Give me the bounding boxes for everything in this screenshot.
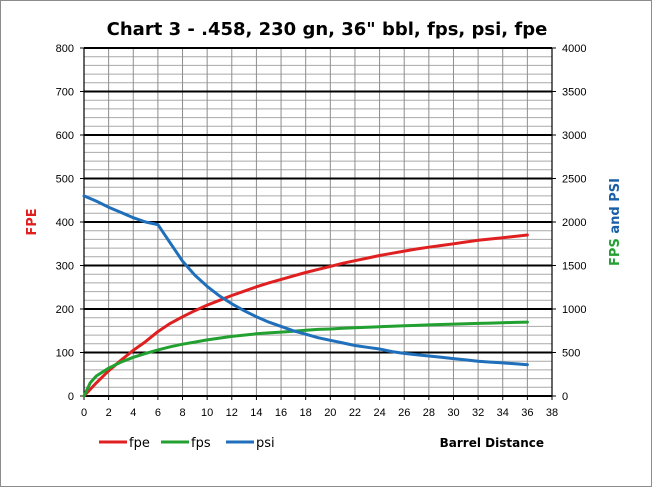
series-line-psi (82, 194, 529, 367)
grid (83, 47, 553, 397)
right-tick-label: 3500 (562, 87, 586, 99)
right-axis-title: FPS and PSI (608, 178, 623, 266)
x-tick-label: 32 (472, 407, 484, 419)
left-axis-title: FPE (25, 208, 40, 235)
right-tick-label: 4000 (562, 43, 586, 55)
right-tick-label: 3000 (562, 130, 586, 142)
left-tick-label: 200 (56, 304, 74, 316)
right-tick-label: 1500 (562, 261, 586, 273)
axes (80, 47, 556, 400)
left-tick-label: 400 (56, 217, 74, 229)
x-tick-label: 36 (521, 407, 533, 419)
left-tick-label: 100 (56, 348, 74, 360)
x-tick-label: 14 (250, 407, 262, 419)
x-tick-label: 10 (201, 407, 213, 419)
legend-label-fps: fps (191, 436, 211, 451)
chart-title: Chart 3 - .458, 230 gn, 36" bbl, fps, ps… (107, 19, 548, 40)
x-tick-label: 30 (447, 407, 459, 419)
x-tick-label: 38 (546, 407, 558, 419)
right-tick-label: 1000 (562, 304, 586, 316)
right-axis-title-fps: FPS (608, 238, 623, 266)
legend: fpe fps psi (99, 436, 275, 451)
x-tick-label: 4 (130, 407, 136, 419)
right-axis-title-and: and (608, 202, 623, 238)
x-tick-label: 18 (300, 407, 312, 419)
right-tick-label: 500 (562, 348, 580, 360)
x-tick-label: 28 (423, 407, 435, 419)
tick-labels: 0100200300400500600700800050010001500200… (56, 43, 587, 419)
x-tick-label: 22 (349, 407, 361, 419)
left-tick-label: 0 (68, 391, 74, 403)
legend-label-fpe: fpe (129, 436, 150, 451)
x-tick-label: 26 (398, 407, 410, 419)
right-tick-label: 0 (562, 391, 568, 403)
left-tick-label: 600 (56, 130, 74, 142)
left-tick-label: 500 (56, 174, 74, 186)
x-tick-label: 16 (275, 407, 287, 419)
right-tick-label: 2500 (562, 174, 586, 186)
series-lines (82, 194, 529, 398)
x-axis-title: Barrel Distance (440, 436, 544, 450)
right-tick-label: 2000 (562, 217, 586, 229)
x-tick-label: 34 (497, 407, 509, 419)
left-tick-label: 800 (56, 43, 74, 55)
legend-label-psi: psi (256, 436, 275, 451)
x-tick-label: 12 (226, 407, 238, 419)
left-tick-label: 300 (56, 261, 74, 273)
right-axis-title-psi: PSI (608, 178, 623, 202)
series-line-fps (82, 320, 529, 398)
x-tick-label: 24 (373, 407, 385, 419)
x-tick-label: 6 (155, 407, 161, 419)
left-tick-label: 700 (56, 87, 74, 99)
x-tick-label: 20 (324, 407, 336, 419)
x-tick-label: 8 (179, 407, 185, 419)
series-line-fpe (82, 233, 529, 398)
x-tick-label: 0 (81, 407, 87, 419)
x-tick-label: 2 (106, 407, 112, 419)
